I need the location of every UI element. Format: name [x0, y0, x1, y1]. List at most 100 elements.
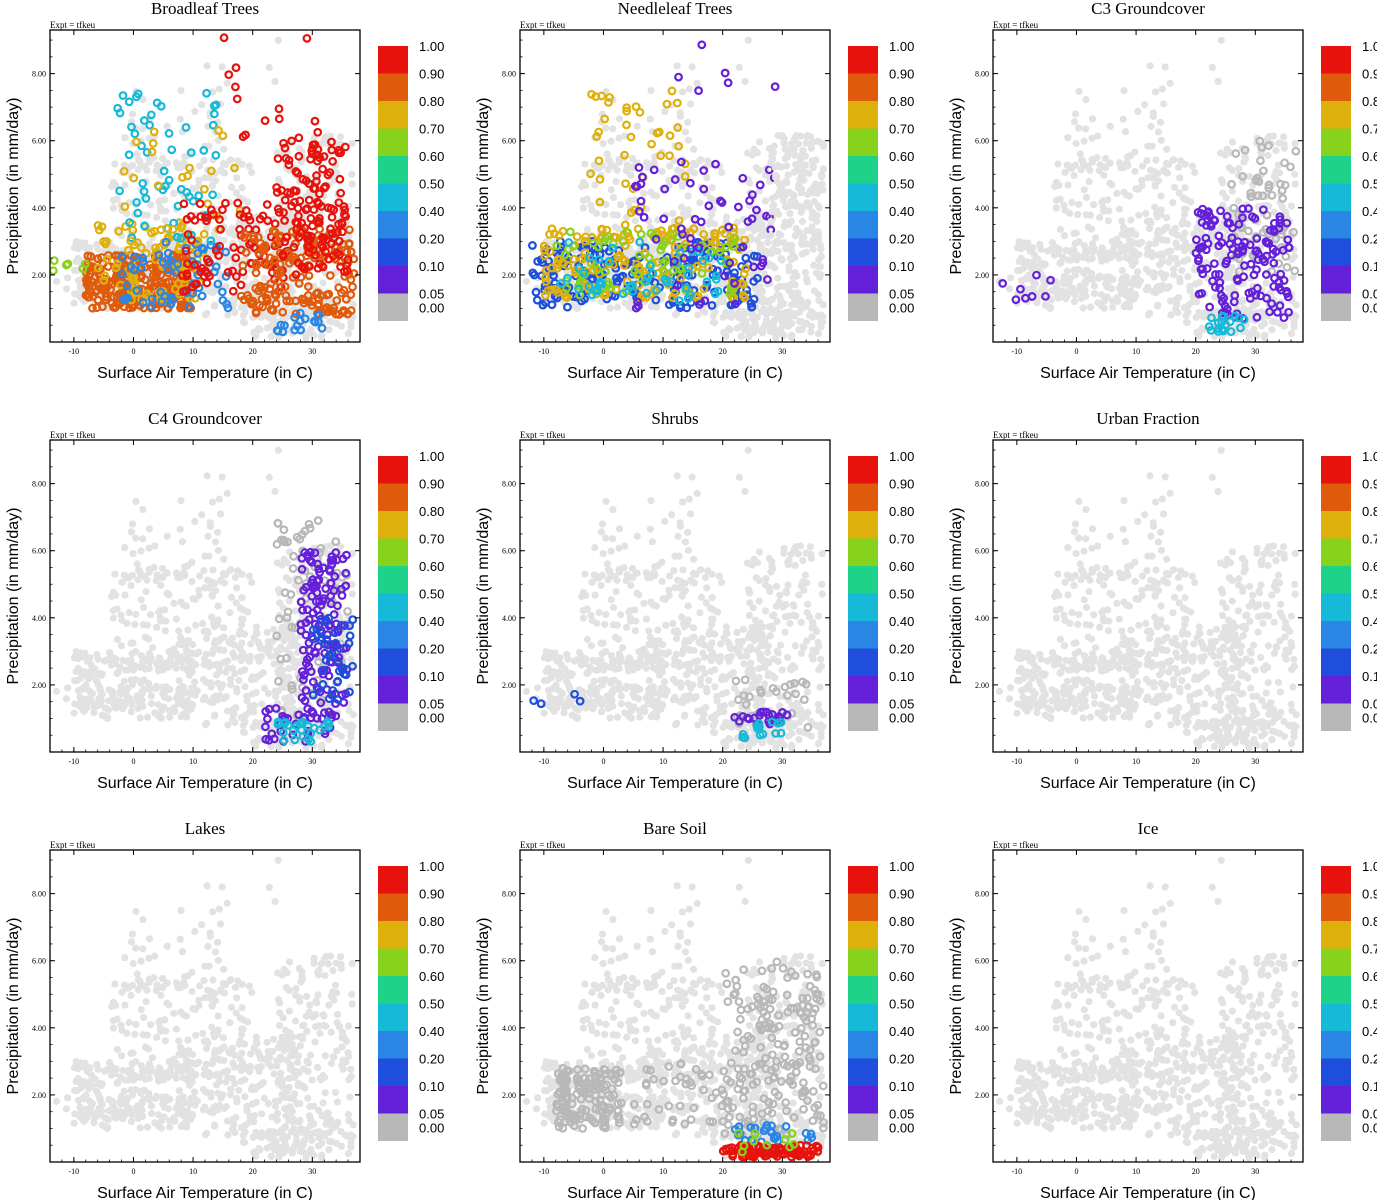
background-point — [741, 77, 749, 86]
background-point — [1161, 167, 1169, 176]
data-point — [810, 287, 819, 295]
x-tick-label: 20 — [1192, 347, 1200, 356]
background-point — [1090, 282, 1098, 290]
data-point — [197, 291, 207, 301]
background-point — [134, 166, 142, 174]
x-axis-label: Surface Air Temperature (in C) — [97, 365, 313, 382]
data-point — [665, 229, 675, 239]
background-point — [1104, 196, 1112, 204]
data-point — [769, 328, 777, 336]
background-point — [769, 202, 777, 210]
background-point — [1170, 271, 1178, 279]
colorbar-swatch — [378, 211, 408, 239]
background-point — [1091, 234, 1100, 242]
data-point — [1274, 259, 1284, 268]
background-point — [1121, 243, 1130, 251]
background-point — [1059, 278, 1067, 286]
data-point — [336, 188, 346, 198]
data-point — [563, 302, 572, 312]
y-tick-label: 2.00 — [975, 271, 989, 280]
data-point — [159, 166, 169, 176]
background-point — [1072, 139, 1080, 148]
colorbar-label: 0.20 — [419, 232, 444, 247]
background-point — [1109, 303, 1117, 311]
data-point — [633, 297, 642, 307]
data-point — [564, 238, 574, 247]
data-point — [206, 236, 216, 246]
data-point — [755, 180, 765, 190]
data-point — [346, 247, 356, 257]
background-point — [1235, 165, 1243, 173]
background-point — [1269, 132, 1277, 140]
data-point — [151, 243, 160, 253]
background-point — [1145, 268, 1153, 276]
background-point — [814, 330, 823, 338]
data-point — [129, 252, 139, 262]
data-point — [636, 229, 646, 239]
data-point — [125, 303, 134, 313]
colorbar-swatch — [1321, 156, 1351, 184]
data-point — [167, 145, 177, 155]
background-point — [1158, 235, 1166, 243]
background-point — [1138, 162, 1147, 170]
colorbar-label: 0.50 — [419, 177, 444, 192]
data-point — [137, 271, 147, 281]
data-point — [1218, 326, 1228, 336]
background-point — [310, 134, 318, 142]
background-point — [1187, 198, 1195, 206]
background-point — [1064, 134, 1072, 142]
data-point — [733, 202, 743, 212]
data-point — [139, 116, 149, 125]
background-point — [749, 323, 757, 331]
data-point — [204, 257, 214, 267]
data-point — [802, 240, 810, 248]
data-point — [749, 262, 759, 272]
data-point — [716, 196, 725, 206]
background-point — [609, 125, 617, 133]
data-point — [287, 136, 297, 146]
data-point — [792, 131, 801, 140]
data-point — [208, 120, 218, 130]
background-point — [1099, 207, 1108, 215]
background-point — [241, 308, 249, 316]
data-point — [665, 151, 674, 161]
data-point — [229, 243, 239, 252]
data-point — [674, 141, 684, 151]
background-point — [1075, 200, 1083, 209]
data-point — [584, 281, 594, 291]
background-point — [1181, 229, 1189, 237]
data-point — [549, 271, 558, 281]
background-point — [233, 174, 241, 182]
data-point — [1265, 225, 1275, 235]
data-point — [1238, 171, 1248, 181]
data-point — [120, 202, 130, 212]
background-point — [220, 145, 228, 153]
background-point — [1175, 293, 1183, 302]
y-tick-label: 6.00 — [975, 137, 989, 146]
background-point — [602, 124, 610, 132]
data-point — [773, 284, 781, 292]
data-point — [1193, 207, 1203, 217]
background-point — [1195, 308, 1203, 317]
data-point — [119, 166, 129, 176]
background-point — [240, 318, 249, 327]
data-point — [114, 289, 124, 299]
background-point — [140, 162, 149, 171]
data-point — [580, 236, 590, 246]
data-point — [1205, 302, 1215, 312]
background-point — [1228, 138, 1237, 146]
background-point — [1105, 207, 1113, 215]
data-point — [1011, 295, 1021, 305]
background-point — [1095, 167, 1103, 175]
data-point — [642, 276, 651, 286]
data-point — [202, 88, 211, 98]
data-point — [672, 98, 682, 108]
background-point — [807, 144, 815, 152]
data-point — [243, 291, 252, 300]
background-point — [162, 207, 170, 215]
data-point — [340, 210, 349, 220]
data-point — [605, 93, 614, 102]
background-point — [1086, 303, 1095, 311]
data-point — [1027, 292, 1037, 301]
data-point — [310, 184, 320, 193]
